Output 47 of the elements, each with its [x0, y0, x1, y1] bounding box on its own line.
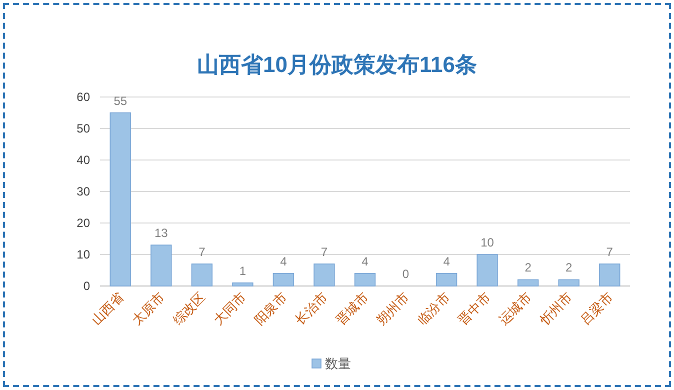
data-label: 10 [480, 236, 494, 250]
x-tick-label: 太原市 [129, 290, 168, 328]
x-tick-label: 阳泉市 [251, 290, 290, 328]
data-label: 7 [320, 244, 328, 259]
data-label: 0 [402, 267, 410, 281]
x-tick-label: 综改区 [170, 290, 208, 328]
legend-label: 数量 [325, 356, 351, 371]
data-label: 7 [606, 244, 614, 259]
bar [476, 254, 498, 286]
data-label: 4 [443, 254, 450, 268]
y-tick-label: 20 [76, 216, 90, 230]
x-tick-label: 山西省 [88, 290, 127, 328]
x-tick-label: 晋城市 [332, 290, 372, 328]
y-tick-label: 40 [76, 153, 90, 167]
bar [150, 244, 172, 286]
x-tick-label: 运城市 [496, 290, 534, 328]
data-label: 2 [566, 260, 572, 275]
y-tick-label: 10 [76, 248, 90, 262]
bar [558, 279, 580, 286]
data-label: 2 [524, 260, 532, 275]
y-tick-label: 60 [76, 90, 90, 104]
bar [436, 273, 458, 286]
y-tick-label: 50 [76, 122, 90, 136]
x-tick-label: 忻州市 [536, 290, 575, 328]
bar [272, 273, 294, 286]
bar [354, 273, 376, 286]
data-label: 7 [198, 244, 206, 259]
x-tick-label: 朔州市 [374, 290, 412, 328]
data-label: 4 [280, 254, 288, 268]
bar [517, 279, 539, 286]
y-tick-label: 0 [83, 279, 90, 293]
data-label: 4 [362, 254, 369, 268]
bar [232, 282, 254, 286]
bar [110, 112, 131, 286]
bar [599, 264, 620, 286]
x-tick-label: 大同市 [210, 290, 249, 328]
x-tick-label: 吕梁市 [578, 290, 616, 328]
data-label: 13 [154, 226, 168, 240]
chart-title: 山西省10月份政策发布116条 [197, 52, 477, 77]
bar [191, 264, 213, 286]
x-tick-label: 晋中市 [455, 290, 494, 328]
bar [314, 264, 335, 286]
y-tick-label: 30 [76, 184, 90, 198]
x-tick-label: 长治市 [292, 290, 330, 328]
data-label: 1 [239, 264, 246, 278]
data-label: 55 [114, 94, 128, 108]
x-tick-label: 临汾市 [414, 290, 453, 328]
